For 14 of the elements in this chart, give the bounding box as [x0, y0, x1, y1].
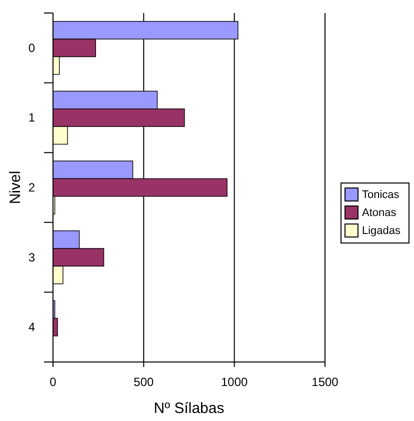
legend-label: Atonas — [362, 207, 397, 219]
legend-label: Ligadas — [362, 225, 402, 237]
x-axis-title: Nº Sílabas — [154, 400, 224, 417]
x-tick-label: 1000 — [220, 375, 248, 389]
legend-label: Tonicas — [362, 189, 400, 201]
y-tick-label: 2 — [28, 180, 36, 194]
x-tick-label: 0 — [50, 375, 57, 389]
y-tick-label: 1 — [28, 110, 36, 125]
y-axis-title: Nivel — [7, 170, 24, 204]
x-tick-label: 1500 — [312, 375, 339, 389]
y-tick-label: 0 — [28, 40, 36, 55]
y-tick-label: 3 — [28, 250, 36, 264]
y-tick-label: 4 — [28, 320, 36, 334]
x-tick-label: 500 — [134, 375, 154, 389]
